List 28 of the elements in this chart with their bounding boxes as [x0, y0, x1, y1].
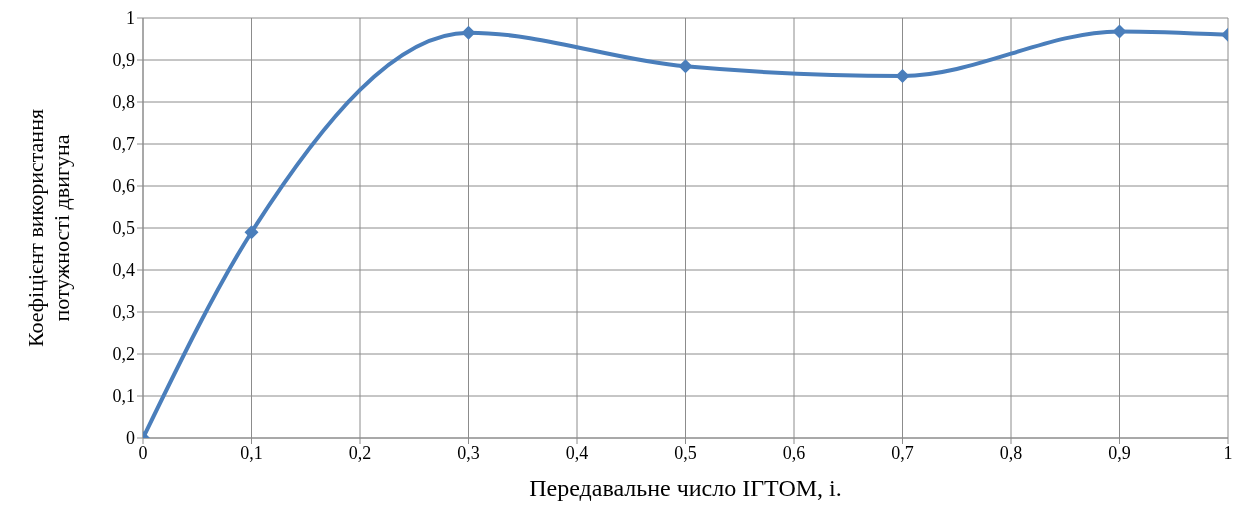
point	[1112, 24, 1127, 39]
x-tick-label: 0,8	[999, 442, 1023, 463]
y-tick-label: 0,3	[112, 302, 135, 323]
point	[678, 59, 693, 74]
point	[461, 25, 476, 40]
x-tick-label: 0,3	[457, 442, 480, 463]
y-tick-label: 0,6	[112, 176, 135, 197]
y-tick-label: 0,5	[112, 218, 135, 239]
point	[895, 68, 910, 83]
x-tick-label: 0,6	[782, 442, 806, 463]
y-tick-label: 0,9	[112, 50, 135, 71]
x-tick-label: 0,4	[565, 442, 589, 463]
x-axis-title: Передавальне число ІГТОМ, i.	[529, 475, 842, 501]
y-tick-label: 0	[126, 428, 135, 449]
y-tick-label: 0,1	[112, 386, 135, 407]
x-tick-label: 0,2	[348, 442, 372, 463]
y-tick-label: 0,8	[112, 92, 135, 113]
y-tick-label: 1	[126, 8, 135, 29]
x-tick-label: 0,9	[1108, 442, 1131, 463]
y-tick-label: 0,7	[112, 134, 135, 155]
x-tick-label: 1	[1223, 442, 1233, 463]
y-tick-label: 0,4	[112, 260, 135, 281]
x-tick-label: 0,1	[240, 442, 263, 463]
y-tick-label: 0,2	[112, 344, 135, 365]
point	[244, 225, 259, 240]
y-axis-title: Коефіцієнт використання потужності двигуна	[23, 108, 74, 348]
x-tick-label: 0,7	[891, 442, 914, 463]
x-tick-label: 0,5	[674, 442, 697, 463]
